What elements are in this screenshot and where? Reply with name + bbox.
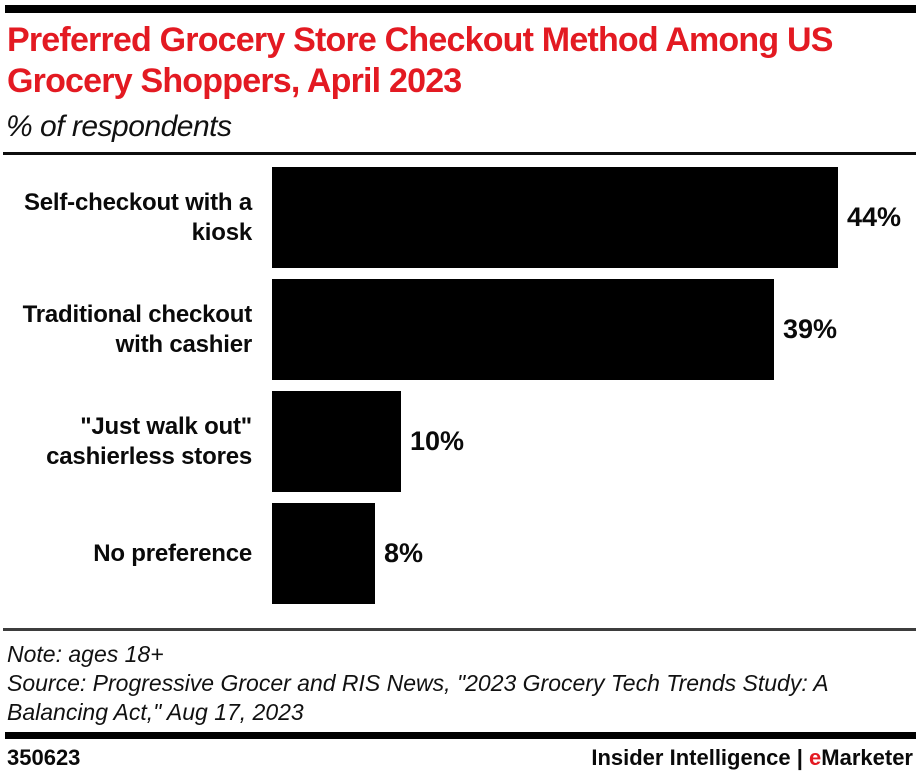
attribution-name: Insider Intelligence <box>591 745 791 770</box>
category-label: Traditional checkout with cashier <box>22 300 253 358</box>
footer-row: 350623 Insider Intelligence | eMarketer <box>7 745 913 771</box>
chart-title: Preferred Grocery Store Checkout Method … <box>7 21 833 100</box>
attribution: Insider Intelligence | eMarketer <box>591 745 913 771</box>
value-label: 44% <box>847 202 902 232</box>
top-accent-bar <box>5 5 916 13</box>
bar <box>272 391 401 492</box>
bar-row: No preference 8% <box>0 503 920 604</box>
source-text: Source: Progressive Grocer and RIS News,… <box>7 670 829 725</box>
value-label: 10% <box>410 426 465 456</box>
bar-chart: Self-checkout with a kiosk 44% Traditional… <box>0 167 920 604</box>
attribution-separator: | <box>796 745 803 770</box>
bar-zone: 39% <box>272 279 837 380</box>
bar-zone: 10% <box>272 391 464 492</box>
notes-block: Note: ages 18+ Source: Progressive Groce… <box>7 640 887 727</box>
note-text: Note: ages 18+ <box>7 641 164 667</box>
value-label: 8% <box>384 538 424 568</box>
value-label: 39% <box>783 314 838 344</box>
bar-row: Self-checkout with a kiosk 44% <box>0 167 920 268</box>
bar <box>272 167 838 268</box>
brand-rest: Marketer <box>821 745 913 770</box>
title-separator-rule <box>3 152 916 155</box>
category-label: Self-checkout with a kiosk <box>23 188 252 246</box>
chart-id: 350623 <box>7 745 81 770</box>
bar <box>272 503 375 604</box>
brand-e: e <box>809 745 822 770</box>
bar-row: Traditional checkout with cashier 39% <box>0 279 920 380</box>
bar <box>272 279 774 380</box>
bar-zone: 8% <box>272 503 423 604</box>
chart-subtitle: % of respondents <box>6 110 232 143</box>
notes-separator-rule <box>3 628 916 631</box>
category-label: "Just walk out" cashierless stores <box>46 412 252 470</box>
bar-row: "Just walk out" cashierless stores 10% <box>0 391 920 492</box>
bar-zone: 44% <box>272 167 901 268</box>
category-label: No preference <box>93 539 252 567</box>
footer-accent-bar <box>5 732 916 739</box>
